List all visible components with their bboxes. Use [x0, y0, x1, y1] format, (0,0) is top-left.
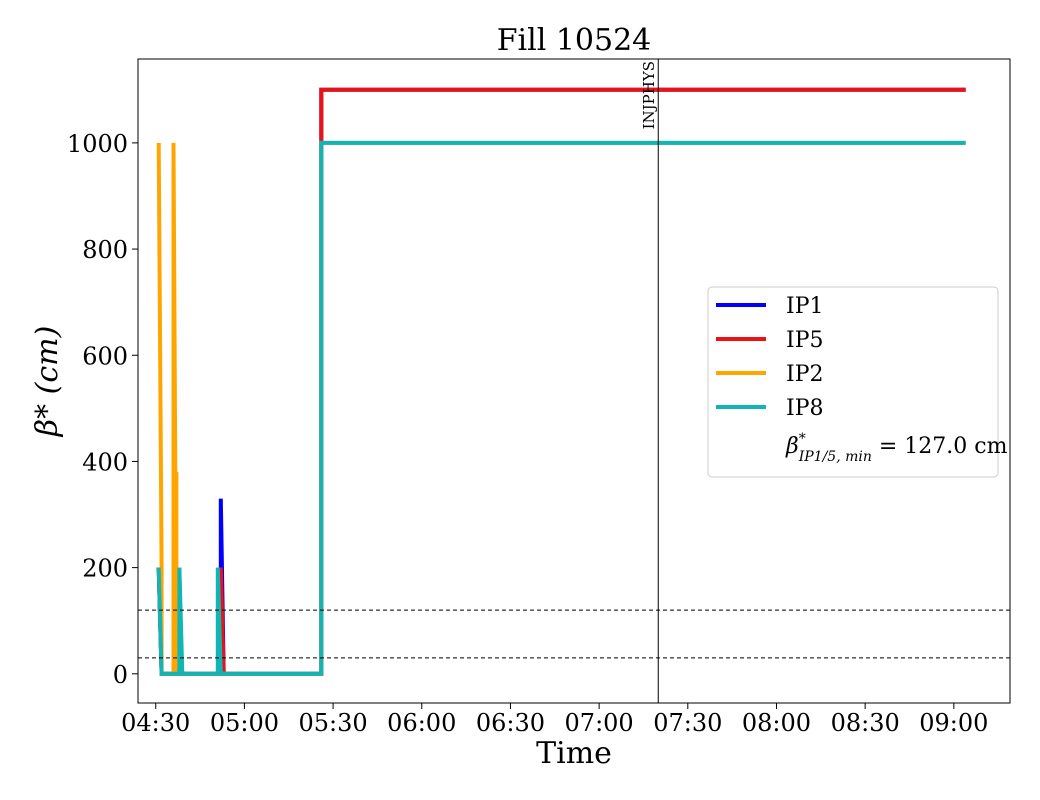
chart-title: Fill 10524: [497, 23, 652, 58]
legend-beta-min-label: β* IP1/5, min = 127.0 cm: [785, 431, 1008, 465]
plot-frame: [137, 58, 1011, 704]
legend: IP1 IP5 IP2 IP8 β* IP1/5, min = 127.0 cm: [707, 286, 1008, 478]
x-tick-label: 07:00: [565, 709, 634, 737]
x-axis-label: Time: [536, 736, 612, 771]
x-tick-label: 04:30: [121, 709, 190, 737]
x-tick-label: 08:30: [831, 709, 900, 737]
x-tick-label: 09:00: [919, 709, 988, 737]
y-tick-label: 600: [82, 342, 128, 370]
legend-box: [707, 286, 999, 478]
legend-label: IP5: [786, 328, 824, 353]
legend-label: IP1: [786, 294, 824, 319]
series-layer: [156, 87, 966, 676]
y-tick-label: 1000: [67, 130, 128, 158]
x-tick-label: 07:30: [653, 709, 722, 737]
x-tick-label: 08:00: [742, 709, 811, 737]
x-tick-label: 05:00: [210, 709, 279, 737]
legend-label: IP2: [786, 362, 824, 387]
axes-layer: 0 200 400 600 800 1000 04:30 05:00 05:30 06:00 06:…: [67, 130, 989, 737]
y-tick-label: 200: [82, 555, 128, 583]
y-tick-label: 0: [113, 661, 128, 689]
y-tick-label: 400: [82, 448, 128, 476]
x-tick-label: 06:30: [476, 709, 545, 737]
series-line-ip8: [156, 140, 966, 676]
x-tick-label: 06:00: [387, 709, 456, 737]
reference-lines-layer: INJPHYS: [138, 59, 1010, 703]
legend-label: IP8: [786, 396, 824, 421]
x-tick-label: 05:30: [299, 709, 368, 737]
y-axis-label: β* (cm): [30, 326, 65, 438]
event-marker-label: INJPHYS: [640, 61, 658, 129]
y-tick-label: 800: [82, 236, 128, 264]
